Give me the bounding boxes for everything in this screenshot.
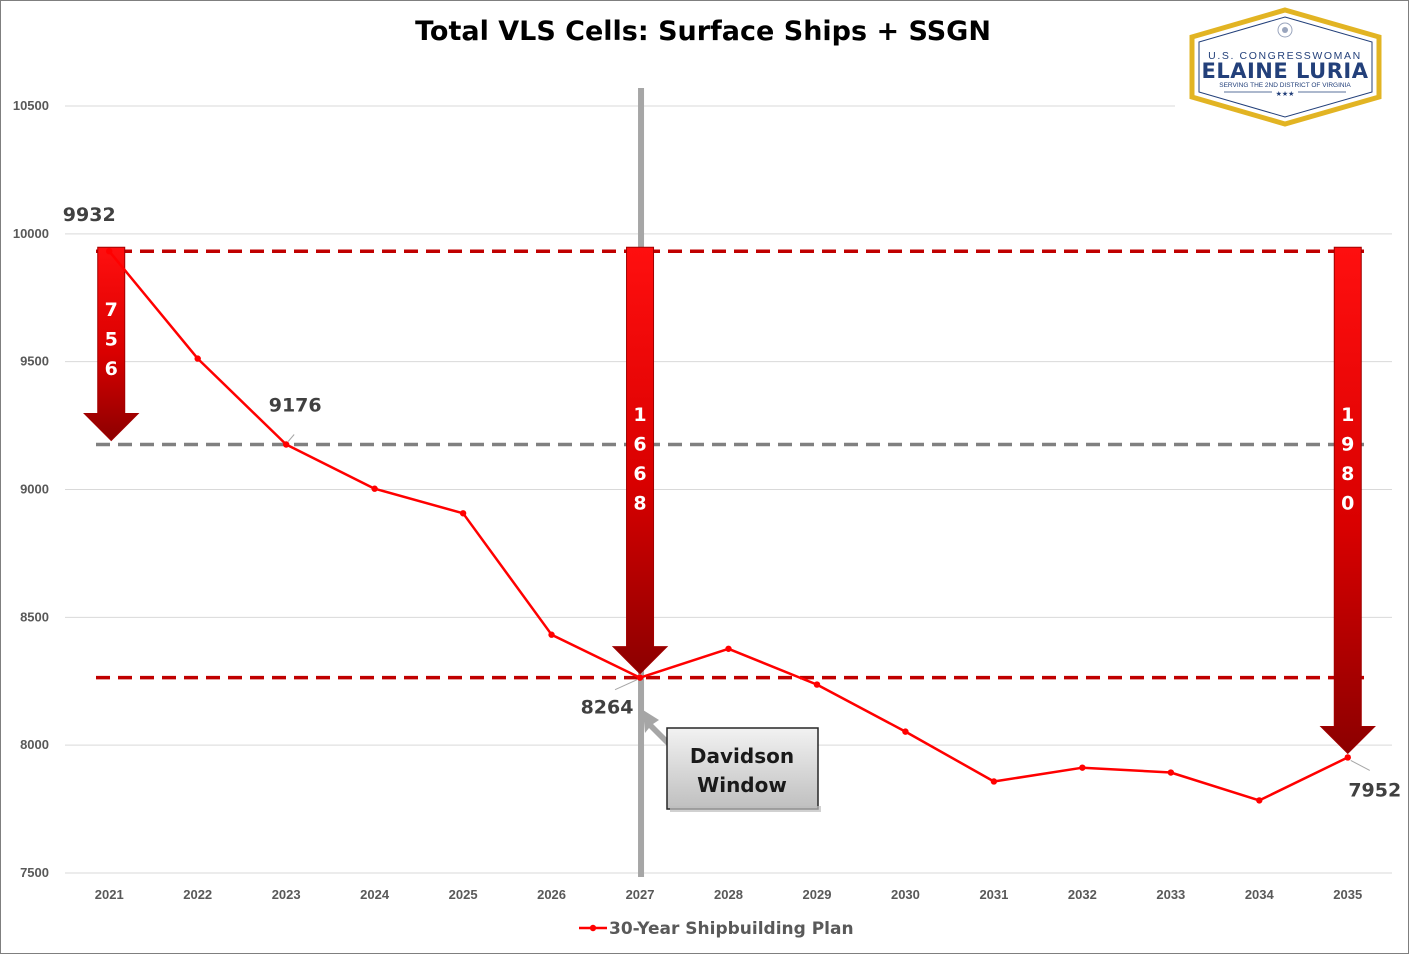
x-tick-label: 2035	[1333, 887, 1362, 902]
data-point-2023	[282, 441, 290, 448]
data-point-2024	[371, 485, 378, 492]
legend-label: 30-Year Shipbuilding Plan	[609, 919, 854, 939]
drop-arrow-shape	[83, 246, 140, 442]
logo-line-2: ELAINE LURIA	[1202, 59, 1369, 83]
point-label-2027: 8264	[581, 697, 634, 719]
drop-arrow-digit: 9	[1341, 434, 1354, 456]
x-tick-label: 2025	[449, 887, 478, 902]
logo-line-3: SERVING THE 2ND DISTRICT OF VIRGINIA	[1219, 82, 1351, 89]
data-point-2026	[548, 631, 555, 638]
x-tick-label: 2024	[360, 887, 390, 902]
congresswoman-logo: U.S. CONGRESSWOMAN ELAINE LURIA SERVING …	[1189, 7, 1382, 127]
y-tick-label: 7500	[20, 865, 49, 880]
drop-arrow-digit: 5	[105, 329, 118, 351]
x-tick-label: 2027	[626, 887, 655, 902]
data-point-2027	[636, 674, 644, 681]
logo-hexagon	[1189, 7, 1382, 127]
data-point-2029	[813, 681, 821, 688]
y-tick-label: 10500	[13, 98, 49, 113]
data-point-2031	[990, 778, 998, 785]
point-label-2021: 9932	[63, 204, 116, 226]
data-point-2035	[1344, 754, 1351, 761]
series-30-year-plan	[106, 248, 1351, 804]
legend: 30-Year Shipbuilding Plan	[579, 919, 854, 939]
data-point-2025	[459, 510, 467, 517]
x-tick-label: 2033	[1156, 887, 1185, 902]
data-point-2032	[1079, 764, 1086, 771]
x-tick-label: 2031	[979, 887, 1008, 902]
callout-line-2: Window	[697, 773, 787, 797]
leader-line	[614, 679, 638, 691]
x-tick-label: 2023	[272, 887, 301, 902]
x-tick-label: 2028	[714, 887, 743, 902]
x-tick-label: 2029	[803, 887, 832, 902]
x-tick-label: 2026	[537, 887, 566, 902]
x-axis-ticks: 2021 2022 2023 2024 2025 2026 2027 2028 2029 2030…	[95, 887, 1362, 902]
logo-stars-icon: ★★★	[1276, 90, 1295, 98]
x-tick-label: 2032	[1068, 887, 1097, 902]
point-label-2035: 7952	[1348, 779, 1401, 801]
leader-line	[287, 434, 295, 442]
drop-arrow-digit: 6	[633, 434, 646, 456]
drop-arrow-digit: 0	[1341, 493, 1354, 515]
series-line	[108, 250, 1349, 802]
callout-line-1: Davidson	[690, 744, 794, 768]
data-point-2022	[194, 355, 201, 362]
y-tick-label: 9000	[20, 482, 49, 497]
drop-arrow-digit: 1	[633, 404, 646, 426]
seal-icon	[1277, 22, 1293, 38]
x-tick-label: 2021	[95, 887, 124, 902]
x-tick-label: 2034	[1245, 887, 1275, 902]
y-tick-label: 10000	[13, 226, 49, 241]
data-point-2021	[106, 248, 113, 255]
x-tick-label: 2022	[183, 887, 212, 902]
logo-line-1: U.S. CONGRESSWOMAN	[1208, 50, 1362, 62]
chart-title: Total VLS Cells: Surface Ships + SSGN	[415, 16, 991, 47]
legend-marker	[589, 924, 597, 932]
drop-arrow-shape	[1319, 246, 1376, 755]
callout-pointer-arrow	[643, 710, 672, 747]
y-axis-ticks: 7500 8000 8500 9000 9500 10000 10500	[13, 98, 49, 880]
drop-arrow-756: 7 5 6	[83, 246, 140, 442]
data-point-2034	[1256, 797, 1263, 804]
drop-arrow-digit: 6	[105, 358, 118, 380]
point-label-2023: 9176	[269, 395, 322, 417]
reference-lines	[96, 249, 1366, 680]
data-point-2028	[725, 645, 732, 652]
y-tick-label: 8500	[20, 609, 49, 624]
drop-arrow-digit: 7	[105, 299, 118, 321]
drop-arrow-digit: 1	[1341, 404, 1354, 426]
drop-arrow-digit: 8	[1341, 463, 1354, 485]
leader-line	[1350, 759, 1370, 771]
callout-box	[666, 727, 819, 810]
drop-arrow-digit: 6	[633, 463, 646, 485]
drop-arrow-shape	[611, 246, 669, 675]
data-point-2033	[1167, 769, 1175, 776]
davidson-window-callout: Davidson Window	[643, 710, 821, 812]
gridlines	[65, 105, 1392, 874]
drop-arrow-digit: 8	[633, 493, 646, 515]
y-tick-label: 9500	[20, 354, 49, 369]
y-tick-label: 8000	[20, 737, 49, 752]
x-tick-label: 2030	[891, 887, 920, 902]
data-point-2030	[902, 728, 909, 735]
